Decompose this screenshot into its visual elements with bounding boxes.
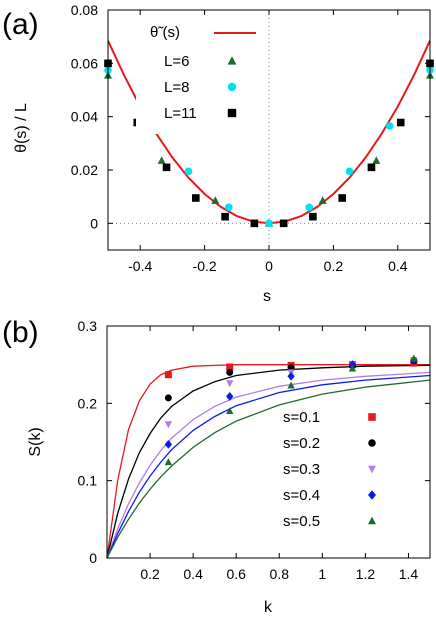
- point-l6: [372, 156, 381, 164]
- point-s03: [226, 380, 234, 388]
- legend-label-s01: s=0.1: [283, 409, 320, 426]
- point-l8: [385, 122, 394, 130]
- point-l8: [305, 203, 314, 212]
- curve-s05: [106, 379, 431, 559]
- legend-label-curve: θ̃ (s): [150, 24, 180, 41]
- point-l11: [250, 219, 259, 228]
- panel-a-x-tick-label: -0.4: [128, 258, 152, 274]
- point-l11: [309, 212, 317, 221]
- panel-a-x-tick-label: -0.2: [193, 258, 217, 274]
- panel-b-y-tick-label: 0: [89, 550, 97, 566]
- point-l8: [345, 167, 354, 176]
- panel-b-x-tick-label: 0.4: [183, 566, 203, 582]
- panel-a-x-tick-label: 0.4: [388, 258, 408, 274]
- panel-b-axes: 0.2 0.4 0.6 0.8 1 1.2 1.4 0 0.1 0.2 0.3: [78, 318, 431, 582]
- panel-a-y-tick-label: 0.06: [71, 55, 98, 71]
- point-s05: [287, 381, 295, 389]
- legend-marker-s03: [368, 465, 376, 474]
- panel-a-y-tick-label: 0.08: [71, 2, 98, 18]
- legend-label-s04: s=0.4: [283, 487, 320, 504]
- legend-label-s03: s=0.3: [283, 461, 320, 478]
- panel-b-label: (b): [2, 316, 39, 349]
- panel-a-label: (a): [2, 8, 39, 41]
- panel-a-legend-background: [136, 16, 260, 134]
- panel-b: (b) 0.2 0.4 0.6 0.8 1 1.2 1.400.10.20.3 s=0.1s…: [2, 316, 431, 616]
- point-l11: [367, 163, 376, 172]
- legend-marker-l6: [227, 56, 237, 65]
- point-l11: [162, 163, 171, 172]
- point-s01: [164, 371, 172, 379]
- panel-a-y-tick-label: 0.04: [71, 109, 98, 125]
- point-s01: [226, 363, 234, 371]
- legend-marker-s02: [368, 439, 376, 447]
- legend-label-l11: L=11: [164, 105, 197, 122]
- point-l11: [279, 219, 288, 228]
- point-s05: [164, 458, 173, 466]
- panel-b-points-layer: [164, 354, 418, 466]
- panel-b-x-tick-label: 0.2: [140, 566, 160, 582]
- panel-a-legend: θ̃ (s) L=6 L=8 L=11: [136, 16, 260, 134]
- panel-b-y-axis-label: S(k): [27, 427, 44, 456]
- panel-b-frame: [106, 325, 431, 559]
- panel-a-y-tick-label: 0: [90, 215, 98, 231]
- legend-marker-l8: [227, 82, 237, 92]
- point-s04: [287, 371, 295, 381]
- panel-b-y-tick-label: 0.2: [78, 395, 98, 411]
- legend-label-s02: s=0.2: [283, 435, 320, 452]
- panel-b-legend: s=0.1 s=0.2 s=0.3 s=0.4 s=0.5: [283, 409, 376, 530]
- point-l11: [338, 194, 346, 202]
- point-s03: [164, 421, 173, 429]
- legend-marker-s01: [368, 413, 376, 421]
- legend-marker-s04: [368, 490, 376, 500]
- panel-b-x-tick-label: 0.8: [270, 566, 290, 582]
- point-l11: [192, 194, 200, 202]
- point-l6: [211, 196, 220, 204]
- point-l11: [396, 118, 405, 127]
- point-l8: [224, 203, 233, 212]
- point-s05: [348, 364, 357, 372]
- legend-label-s05: s=0.5: [283, 513, 320, 530]
- panel-b-x-tick-label: 1.2: [356, 566, 376, 582]
- point-s02: [226, 368, 234, 376]
- panel-a-y-axis-label: θ(s) / L: [13, 103, 30, 153]
- panel-a-x-tick-label: 0: [265, 258, 273, 274]
- point-l11: [221, 212, 229, 221]
- point-s02: [164, 394, 172, 402]
- panel-a-x-axis-label: s: [263, 288, 271, 305]
- curve-s03: [106, 371, 431, 559]
- legend-marker-l11: [227, 108, 237, 118]
- panel-b-x-tick-label: 1: [318, 566, 326, 582]
- legend-marker-s05: [368, 516, 376, 525]
- point-l8: [265, 219, 273, 228]
- panel-b-x-tick-label: 0.6: [226, 566, 246, 582]
- curve-s04: [106, 374, 431, 559]
- curve-s01: [106, 364, 430, 559]
- curve-s02: [106, 364, 431, 559]
- point-l8: [184, 167, 193, 176]
- panel-a-axes: -0.4 -0.2 0 0.2 0.4 0 0.02 0.04 0.06 0.08: [71, 2, 431, 274]
- panel-b-y-tick-label: 0.1: [78, 473, 98, 489]
- point-s05: [410, 354, 418, 362]
- legend-label-l8: L=8: [164, 79, 189, 96]
- panel-b-y-tick-label: 0.3: [78, 318, 98, 334]
- panel-a: (a) -0.4 -0.2 0 0.2 0.4 0 0.02 0.04 0.06 0.08 θ̃ …: [2, 2, 434, 305]
- panel-b-x-tick-label: 1.4: [399, 566, 419, 582]
- point-l6: [318, 196, 327, 204]
- panel-a-x-tick-label: 0.2: [324, 258, 344, 274]
- point-l6: [157, 156, 166, 164]
- point-s04: [164, 439, 173, 449]
- panel-b-x-axis-label: k: [264, 599, 273, 616]
- point-s04: [226, 391, 234, 401]
- point-s05: [226, 407, 234, 415]
- panel-b-curve-layer: [106, 364, 431, 559]
- panel-a-y-tick-label: 0.02: [71, 162, 98, 178]
- legend-label-l6: L=6: [164, 53, 189, 70]
